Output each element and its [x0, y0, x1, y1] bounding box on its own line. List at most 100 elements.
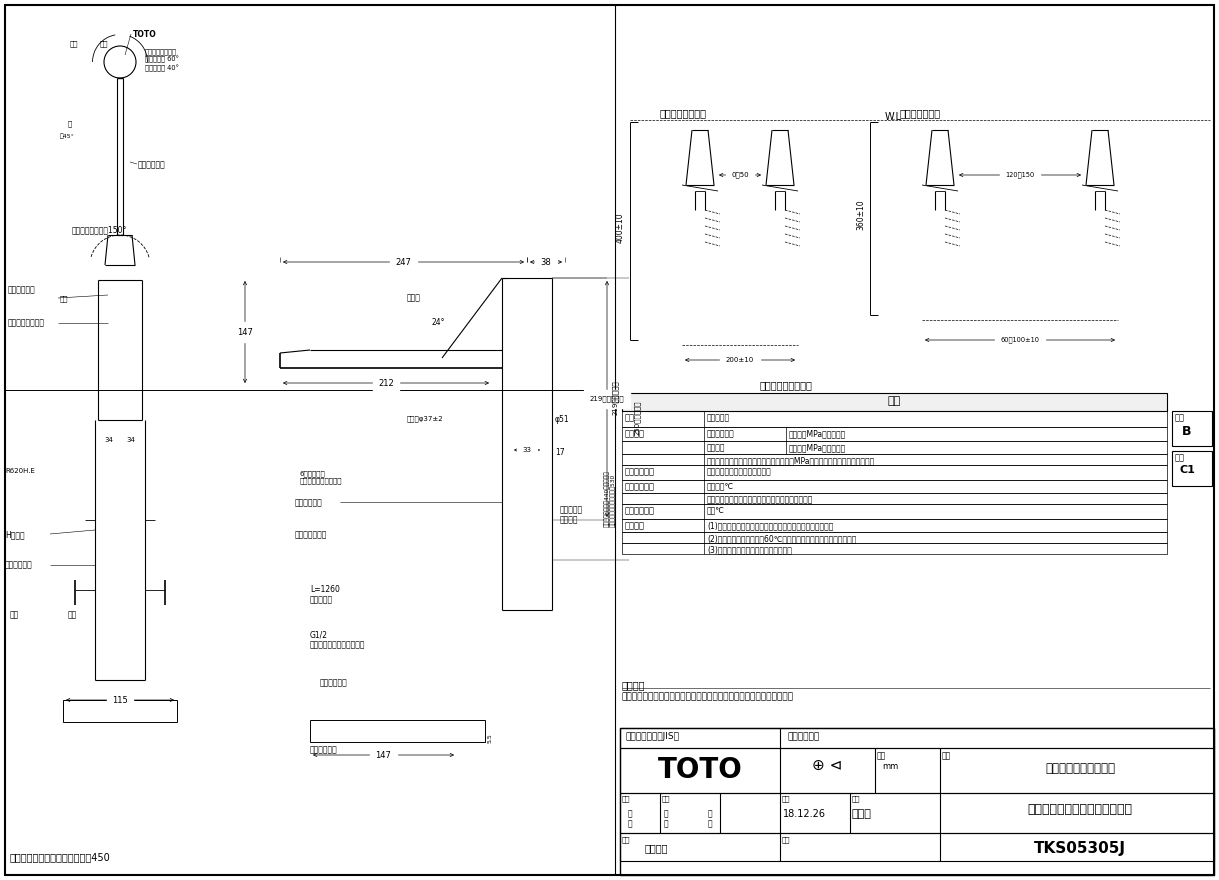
Bar: [1171, 411, 1212, 446]
Text: 212: 212: [378, 378, 394, 387]
Text: 6未満の場合
補強板を取付けること: 6未満の場合 補強板を取付けること: [300, 470, 343, 484]
Bar: [622, 519, 1167, 532]
Text: 名称: 名称: [942, 751, 951, 760]
Text: ソケット先端まで440（最薄時）
ソケット・ホース全長まで530: ソケット先端まで440（最薄時） ソケット・ホース全長まで530: [603, 470, 616, 527]
Text: 片側偏心の場合: 片側偏心の場合: [900, 108, 941, 118]
Text: 花: 花: [664, 809, 669, 818]
Text: mm: mm: [883, 762, 898, 771]
Text: 247: 247: [395, 258, 412, 267]
Text: 備考: 備考: [622, 836, 630, 843]
Text: 単位: 単位: [876, 751, 886, 760]
Bar: [622, 543, 1167, 554]
Text: 17: 17: [555, 448, 564, 457]
Text: 最低必要水圧: 最低必要水圧: [707, 429, 735, 438]
Text: 120～150: 120～150: [1006, 172, 1035, 179]
Text: 製図: 製図: [622, 795, 630, 802]
Text: 長住協適合品: 長住協適合品: [787, 732, 820, 741]
Bar: [620, 728, 1214, 748]
Text: ハンドル回転角度
左（湯）側 60°
右（水）側 40°: ハンドル回転角度 左（湯）側 60° 右（水）側 40°: [145, 48, 179, 71]
Text: 24°: 24°: [432, 318, 445, 327]
Text: グレー: グレー: [407, 293, 421, 302]
Text: 水: 水: [68, 120, 72, 127]
Text: 中心振分けの場合: 中心振分けの場合: [659, 108, 707, 118]
Bar: [620, 728, 1214, 875]
Text: 250（止水栓）: 250（止水栓）: [634, 400, 641, 436]
Bar: [622, 504, 1167, 519]
Text: １：５: １：５: [852, 809, 872, 819]
Bar: [622, 454, 1167, 465]
Text: ０．０５MPa（流動時）: ０．０５MPa（流動時）: [789, 429, 846, 438]
Text: R620H.E: R620H.E: [5, 468, 35, 474]
Text: アルカリ本体分岐金具、アルカリ先端分岐金具は取り付けできません。: アルカリ本体分岐金具、アルカリ先端分岐金具は取り付けできません。: [622, 692, 794, 701]
Bar: [620, 833, 1214, 861]
Text: 0～50: 0～50: [731, 172, 748, 179]
Text: (2)安全のため給湯温度は60℃以下でのご使用をおすすめします。: (2)安全のため給湯温度は60℃以下でのご使用をおすすめします。: [707, 534, 857, 543]
Text: 水受けトレイ: 水受けトレイ: [310, 745, 338, 754]
Text: 宮: 宮: [708, 809, 713, 818]
Text: エコシングル、ハンドシャワー: エコシングル、ハンドシャワー: [1028, 803, 1132, 816]
Bar: [1171, 451, 1212, 486]
Text: 5.5: 5.5: [488, 733, 492, 743]
Text: シャワーホース引出し長さ最大450: シャワーホース引出し長さ最大450: [10, 852, 111, 862]
Text: φ51: φ51: [555, 415, 569, 424]
Bar: [622, 393, 1167, 411]
Text: 水道法適合品（JIS）: 水道法適合品（JIS）: [625, 732, 679, 741]
Bar: [620, 748, 1214, 793]
Text: 台付シングル混合水栓: 台付シングル混合水栓: [1045, 762, 1115, 775]
Text: C1: C1: [1179, 465, 1195, 475]
Text: 尺度: 尺度: [852, 795, 861, 802]
Text: 最高給湯温度: 最高給湯温度: [625, 506, 655, 515]
Text: 湯側: 湯側: [10, 610, 20, 619]
Text: 200±10: 200±10: [725, 357, 755, 363]
Text: 最高水圧: 最高水圧: [707, 443, 725, 452]
Text: エコシングル: エコシングル: [138, 160, 166, 169]
Text: Hラベル: Hラベル: [5, 530, 24, 539]
Text: B: B: [1182, 425, 1191, 438]
Text: スパイラル
チューブ: スパイラル チューブ: [560, 505, 583, 524]
Text: 整流: 整流: [60, 295, 68, 302]
Text: 400±10: 400±10: [616, 213, 625, 243]
Text: 219（上水栓）: 219（上水栓）: [612, 381, 618, 415]
Text: 115: 115: [112, 695, 128, 705]
Text: ８５℃: ８５℃: [707, 506, 725, 515]
Text: フレキホース: フレキホース: [5, 560, 33, 569]
Text: TKS05305J: TKS05305J: [1034, 841, 1126, 856]
Text: 清: 清: [628, 809, 633, 818]
Text: 検図: 検図: [662, 795, 670, 802]
Text: ホースガイド: ホースガイド: [295, 498, 323, 507]
Text: 147: 147: [236, 327, 252, 336]
Text: ミクロソフト: ミクロソフト: [9, 285, 35, 294]
Text: 147: 147: [375, 751, 391, 759]
Text: 黄色: 黄色: [100, 40, 108, 47]
Text: 360±10: 360±10: [856, 200, 865, 231]
Text: 水道水または飲用可能な井戸水: 水道水または飲用可能な井戸水: [707, 467, 772, 476]
Bar: [622, 480, 1167, 493]
Text: 給水圧力: 給水圧力: [625, 429, 645, 438]
Text: 水側: 水側: [68, 610, 77, 619]
Text: 城: 城: [708, 819, 713, 828]
Text: (1)湯圧が水圧より高くならないように設定してください。: (1)湯圧が水圧より高くならないように設定してください。: [707, 521, 834, 530]
Text: ＊快適にお使いいただくためには、０．２MPa程度の圧力をおすすめします。: ＊快適にお使いいただくためには、０．２MPa程度の圧力をおすすめします。: [707, 456, 875, 465]
Text: W.L: W.L: [885, 112, 902, 122]
Text: スパウト回転角度150°: スパウト回転角度150°: [72, 225, 127, 234]
Text: 33: 33: [523, 447, 531, 453]
Bar: [310, 720, 485, 742]
Text: TOTO: TOTO: [657, 756, 742, 784]
Text: 使用可能水質: 使用可能水質: [625, 467, 655, 476]
Text: 上面施工: 上面施工: [622, 680, 646, 690]
Text: 特記事項: 特記事項: [625, 521, 645, 530]
Text: 節湯: 節湯: [1175, 453, 1185, 462]
Text: 使用環境温度: 使用環境温度: [625, 482, 655, 491]
Bar: [622, 493, 1167, 504]
Bar: [622, 441, 1167, 454]
Bar: [622, 427, 1167, 441]
Text: 逆止弁付: 逆止弁付: [645, 843, 668, 853]
Text: ⊕ ⊲: ⊕ ⊲: [812, 758, 842, 773]
Text: 18.12.26: 18.12.26: [783, 809, 826, 819]
Text: 赤色: 赤色: [69, 40, 78, 47]
Bar: [622, 465, 1167, 480]
Text: ＊凍結が予想される地域では、ご使用できません。: ＊凍結が予想される地域では、ご使用できません。: [707, 495, 813, 504]
Text: ホーストッパー: ホーストッパー: [295, 530, 328, 539]
Text: 藤: 藤: [628, 819, 633, 828]
Text: 日付: 日付: [783, 795, 790, 802]
